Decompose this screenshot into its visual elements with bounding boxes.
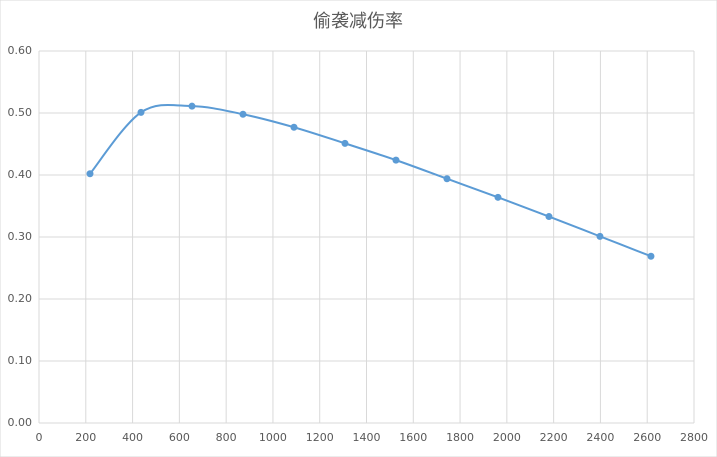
x-tick-label: 200 (75, 431, 96, 444)
x-tick-label: 800 (216, 431, 237, 444)
data-point (239, 110, 247, 118)
data-point (545, 213, 553, 221)
x-tick-label: 0 (36, 431, 43, 444)
x-tick-label: 1400 (353, 431, 381, 444)
y-tick-label: 0.10 (8, 354, 33, 367)
data-point (290, 123, 298, 131)
y-tick-label: 0.60 (8, 44, 33, 57)
chart-title: 偷袭减伤率 (313, 11, 403, 32)
x-tick-label: 2000 (493, 431, 521, 444)
data-point (596, 232, 604, 240)
data-point (494, 193, 502, 201)
x-tick-label: 2600 (633, 431, 661, 444)
data-point (137, 108, 145, 116)
y-tick-label: 0.40 (8, 168, 33, 181)
data-point (188, 102, 196, 110)
x-tick-label: 1000 (259, 431, 287, 444)
x-tick-label: 1800 (446, 431, 474, 444)
data-point (392, 156, 400, 164)
y-tick-label: 0.30 (8, 230, 33, 243)
data-point (443, 175, 451, 183)
y-tick-label: 0.20 (8, 292, 33, 305)
x-tick-label: 2200 (540, 431, 568, 444)
x-tick-label: 1200 (306, 431, 334, 444)
data-point (341, 139, 349, 147)
data-point (86, 170, 94, 178)
x-tick-label: 2800 (680, 431, 708, 444)
y-tick-label: 0.00 (8, 416, 33, 429)
y-tick-label: 0.50 (8, 106, 33, 119)
x-tick-label: 400 (122, 431, 143, 444)
x-tick-label: 1600 (399, 431, 427, 444)
x-tick-label: 600 (169, 431, 190, 444)
x-tick-label: 2400 (586, 431, 614, 444)
data-point (647, 252, 655, 260)
